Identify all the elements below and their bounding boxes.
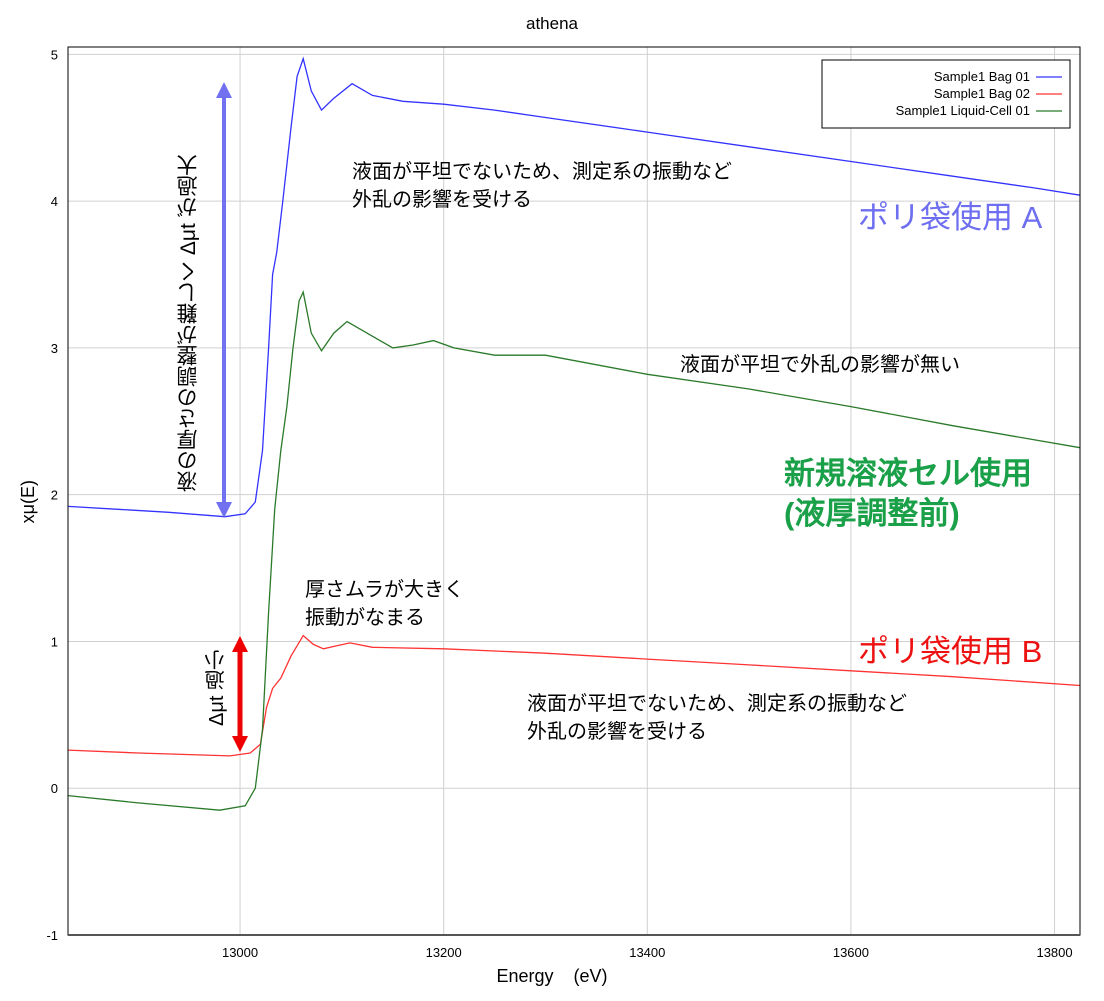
x-tick-label: 13000 (222, 945, 258, 960)
y-tick-label: 2 (51, 488, 58, 503)
blue-note-line-2: 外乱の影響を受ける (352, 189, 532, 211)
y-tick-label: 0 (51, 781, 58, 796)
green-note: 液面が平坦で外乱の影響が無い (680, 354, 960, 376)
y-tick-label: 3 (51, 341, 58, 356)
y-tick-label: 1 (51, 634, 58, 649)
legend-label: Sample1 Bag 02 (934, 86, 1030, 101)
red-note-line-2: 外乱の影響を受ける (527, 721, 707, 743)
x-tick-label: 13400 (629, 945, 665, 960)
chart-title: athena (526, 14, 578, 33)
series-line-1 (67, 634, 1081, 757)
blue-delta-arrow-head-down (216, 502, 232, 518)
red-note-top: 厚さムラが大きく 振動がなまる (305, 576, 464, 632)
x-axis-label: Energy (eV) (496, 966, 608, 986)
red-note-top-line-2: 振動がなまる (305, 607, 425, 629)
x-tick-label: 13800 (1036, 945, 1072, 960)
green-label-line-2: (液厚調整前) (784, 496, 960, 531)
green-label: 新規溶液セル使用 (液厚調整前) (784, 454, 1032, 534)
legend: Sample1 Bag 01 Sample1 Bag 02 Sample1 Liqu… (821, 59, 1071, 129)
blue-note: 液面が平坦でないため、測定系の振動など 外乱の影響を受ける (352, 158, 732, 214)
red-delta-arrow-head-up (232, 636, 248, 652)
y-axis-label: xμ(E) (18, 480, 38, 524)
series-line-2 (67, 290, 1081, 811)
blue-label: ポリ袋使用 A (858, 200, 1043, 235)
y-tick-label: 5 (51, 47, 58, 62)
series-line-0 (67, 56, 1081, 518)
blue-note-line-1: 液面が平坦でないため、測定系の振動など (352, 161, 732, 183)
legend-label: Sample1 Liquid-Cell 01 (896, 103, 1030, 118)
x-tick-label: 13600 (833, 945, 869, 960)
red-label: ポリ袋使用 B (858, 634, 1043, 669)
blue-delta-arrow-head-up (216, 82, 232, 98)
red-note-top-line-1: 厚さムラが大きく (305, 579, 464, 601)
red-note-line-1: 液面が平坦でないため、測定系の振動など (527, 693, 907, 715)
legend-label: Sample1 Bag 01 (934, 69, 1030, 84)
series-group (67, 56, 1081, 811)
red-delta-arrow-head-down (232, 736, 248, 752)
red-note: 液面が平坦でないため、測定系の振動など 外乱の影響を受ける (527, 690, 907, 746)
axes: 13000 13200 13400 13600 13800 -1 0 1 2 3 4 5 (46, 46, 1081, 960)
y-tick-label: 4 (51, 194, 58, 209)
vertical-blue-note: 液の厚さの調整が難しく Δμt が過大 (177, 154, 200, 492)
legend-box (821, 59, 1071, 129)
x-tick-label: 13200 (426, 945, 462, 960)
annotation-arrows (216, 82, 248, 752)
y-tick-label: -1 (46, 928, 58, 943)
green-label-line-1: 新規溶液セル使用 (784, 456, 1032, 491)
vertical-red-note: Δμt 過小 (206, 650, 228, 726)
